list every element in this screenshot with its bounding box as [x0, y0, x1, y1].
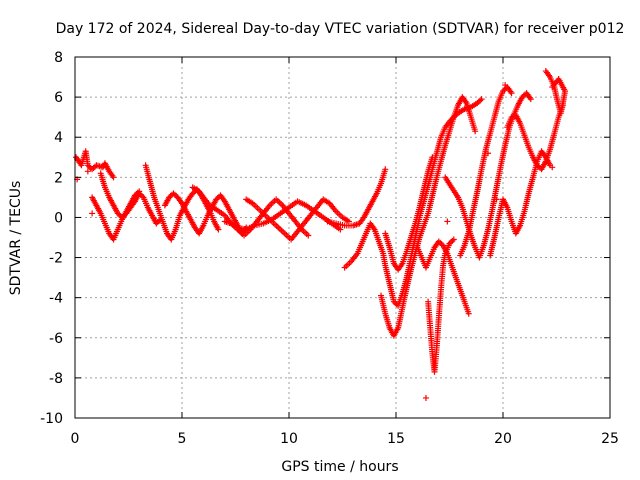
data-point — [465, 310, 472, 317]
data-point — [549, 164, 556, 171]
chart-title: Day 172 of 2024, Sidereal Day-to-day VTE… — [56, 21, 625, 37]
x-tick-label: 0 — [71, 431, 80, 447]
data-point — [337, 226, 344, 233]
data-point — [472, 128, 479, 135]
data-point — [305, 232, 312, 239]
data-point — [527, 96, 534, 103]
y-tick-label: -8 — [49, 371, 63, 387]
axis-ticks — [74, 56, 611, 419]
data-point — [429, 154, 436, 161]
data-point — [84, 168, 91, 175]
data-points — [73, 68, 569, 401]
data-point — [136, 188, 143, 195]
x-axis-label: GPS time / hours — [281, 459, 398, 475]
data-point — [549, 84, 556, 91]
x-tick-label: 25 — [601, 431, 619, 447]
data-point — [215, 226, 222, 233]
data-point — [422, 394, 429, 401]
x-tick-label: 5 — [178, 431, 187, 447]
data-point — [450, 236, 457, 243]
data-point — [444, 218, 451, 225]
y-tick-label: -2 — [49, 251, 63, 267]
y-tick-label: 0 — [54, 210, 63, 226]
y-tick-label: 4 — [54, 130, 63, 146]
x-tick-label: 10 — [280, 431, 298, 447]
data-point — [89, 210, 96, 217]
y-axis-label: SDTVAR / TECUs — [8, 181, 24, 296]
y-tick-label: 6 — [54, 90, 63, 106]
x-tick-label: 15 — [387, 431, 405, 447]
data-point — [478, 96, 485, 103]
x-tick-label: 20 — [494, 431, 512, 447]
data-point — [493, 196, 500, 203]
data-point — [502, 82, 509, 89]
y-tick-label: -4 — [49, 291, 63, 307]
data-point — [382, 166, 389, 173]
y-tick-label: -6 — [49, 331, 63, 347]
data-point — [508, 90, 515, 97]
y-tick-label: 2 — [54, 170, 63, 186]
y-tick-label: 8 — [54, 50, 63, 66]
plot-frame — [74, 56, 611, 419]
data-point — [110, 174, 117, 181]
y-tick-label: -10 — [40, 411, 63, 427]
tick-labels: 0 5 10 15 20 25 -10 -8 -6 -4 -2 0 2 4 6 8 — [40, 50, 619, 447]
data-point — [485, 150, 492, 157]
